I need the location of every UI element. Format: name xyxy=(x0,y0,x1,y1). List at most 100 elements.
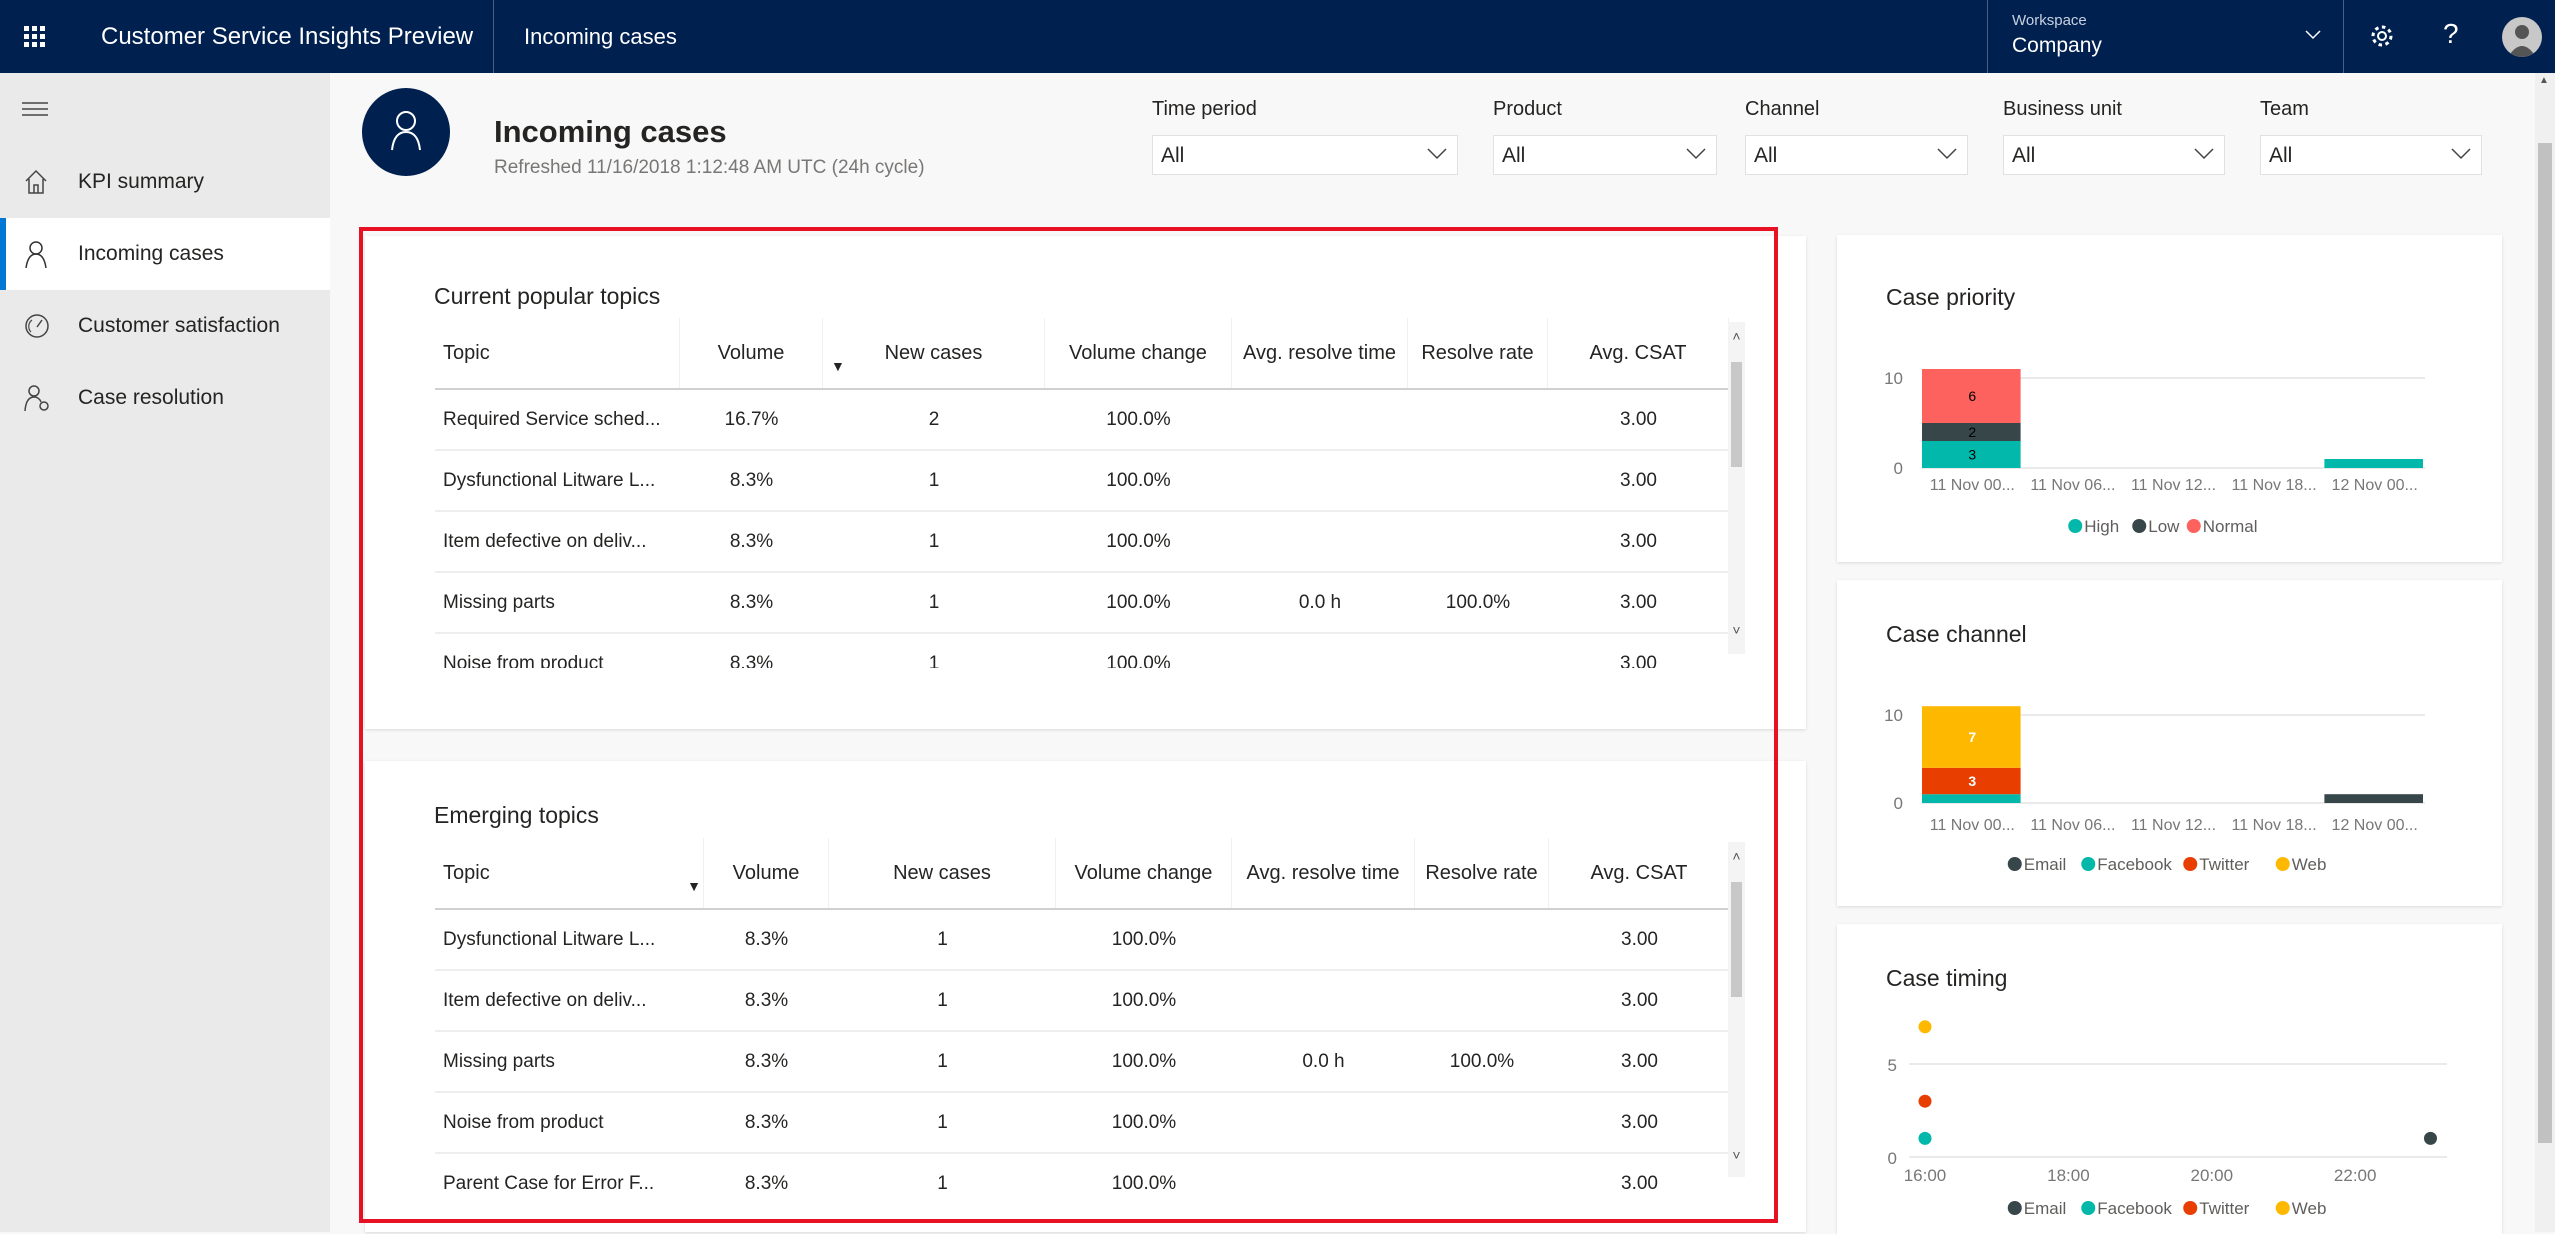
column-header[interactable]: Avg. CSAT xyxy=(1549,838,1729,908)
person-check-icon xyxy=(24,385,49,412)
y-tick-label: 0 xyxy=(1894,459,1903,478)
table-cell: 0.0 h xyxy=(1298,591,1342,613)
bar-email[interactable] xyxy=(2324,794,2423,803)
table-row[interactable]: Item defective on deliv... 8.3% 1 100.0% 3.0… xyxy=(435,512,1729,573)
column-header[interactable]: New cases xyxy=(829,838,1056,908)
point-facebook[interactable] xyxy=(1918,1131,1932,1145)
point-twitter[interactable] xyxy=(1918,1094,1932,1108)
column-header[interactable]: Avg. resolve time xyxy=(1232,838,1415,908)
filter-value: All xyxy=(1754,144,1778,167)
table-cell: 3.00 xyxy=(1621,1111,1658,1133)
sidebar-item-customer-satisfaction[interactable]: Customer satisfaction xyxy=(0,290,330,362)
hamburger-menu-icon[interactable] xyxy=(22,101,48,117)
column-header[interactable]: New cases ▼ xyxy=(823,318,1045,388)
scroll-down-icon[interactable]: ˅ xyxy=(1732,622,1741,638)
table-cell: 8.3% xyxy=(729,530,774,552)
scrollbar-thumb[interactable] xyxy=(1731,882,1742,997)
scroll-up-icon[interactable]: ˄ xyxy=(1732,848,1741,864)
table-row[interactable]: Missing parts 8.3% 1 100.0% 0.0 h 100.0% 3.00 xyxy=(435,573,1729,634)
filter-value: All xyxy=(1502,144,1526,167)
point-web[interactable] xyxy=(1918,1020,1932,1034)
sidebar-item-kpi-summary[interactable]: KPI summary xyxy=(0,146,330,218)
table-row[interactable]: Parent Case for Error F... 8.3% 1 100.0% 3.0… xyxy=(435,1154,1729,1191)
table-row[interactable]: Item defective on deliv... 8.3% 1 100.0% 3.0… xyxy=(435,971,1729,1032)
table-row[interactable]: Noise from product 8.3% 1 100.0% 3.00 xyxy=(435,1093,1729,1154)
table-row[interactable]: Required Service sched... 16.7% 2 100.0% 3.0… xyxy=(435,390,1729,451)
filter-dropdown[interactable]: All xyxy=(1152,135,1458,175)
filter-dropdown[interactable]: All xyxy=(1493,135,1717,175)
x-tick-label: 11 Nov 06... xyxy=(2030,817,2115,834)
legend-label: Facebook xyxy=(2097,855,2172,874)
bar-twitter[interactable] xyxy=(1922,767,2021,795)
scrollbar-thumb[interactable] xyxy=(1731,362,1742,467)
scroll-down-icon[interactable]: ˅ xyxy=(1732,1147,1741,1163)
app-launcher-icon[interactable] xyxy=(24,26,46,48)
page-scrollbar[interactable]: ▲ xyxy=(2535,73,2555,1232)
column-header[interactable]: Topic xyxy=(435,318,680,388)
bar-high[interactable] xyxy=(2324,459,2423,468)
bar-low[interactable] xyxy=(1922,423,2021,441)
card-title: Current popular topics xyxy=(434,283,661,309)
legend-label: Email xyxy=(2024,855,2067,874)
column-header[interactable]: Topic ▼ xyxy=(435,838,704,908)
sidebar-item-incoming-cases[interactable]: Incoming cases xyxy=(0,218,330,290)
column-header[interactable]: Volume xyxy=(704,838,829,908)
divider xyxy=(2343,0,2344,73)
filter-dropdown[interactable]: All xyxy=(2260,135,2482,175)
legend-marker xyxy=(2183,857,2198,871)
emerging-topics-table: Topic ▼ Volume New cases Volume change Avg. r… xyxy=(435,838,1729,1190)
case-priority-card: Case priority 0 10 3 2 6 11 Nov 00... 11 Nov 0… xyxy=(1837,235,2502,562)
data-label: 3 xyxy=(1968,773,1976,789)
sidebar-item-label: KPI summary xyxy=(78,170,205,193)
case-channel-card: Case channel 0 10 3 7 11 Nov 00... 11 Nov 06.… xyxy=(1837,580,2502,906)
table-cell: Noise from product xyxy=(443,1111,604,1133)
filter-label: Channel xyxy=(1745,98,1820,120)
table-cell: 1 xyxy=(937,989,948,1011)
table-cell: 3.00 xyxy=(1620,591,1657,613)
help-icon[interactable]: ? xyxy=(2443,18,2459,49)
table-cell: 8.3% xyxy=(729,469,774,491)
column-header[interactable]: Volume xyxy=(680,318,823,388)
bar-normal[interactable] xyxy=(1922,369,2021,423)
table-cell: 100.0% xyxy=(1106,652,1171,669)
bar-facebook[interactable] xyxy=(1922,794,2021,803)
chevron-down-icon xyxy=(1427,148,1447,160)
sort-descending-icon: ▼ xyxy=(687,878,701,894)
table-row[interactable]: Dysfunctional Litware L... 8.3% 1 100.0% 3.0… xyxy=(435,451,1729,512)
scrollbar-thumb[interactable] xyxy=(2538,143,2552,1143)
workspace-label: Workspace xyxy=(2012,12,2087,29)
filter-dropdown[interactable]: All xyxy=(2003,135,2225,175)
column-header[interactable]: Volume change xyxy=(1045,318,1232,388)
gear-icon[interactable] xyxy=(2369,23,2395,49)
table-row[interactable]: Missing parts 8.3% 1 100.0% 0.0 h 100.0% 3.00 xyxy=(435,1032,1729,1093)
table-row[interactable]: Noise from product 8.3% 1 100.0% 3.00 xyxy=(435,634,1729,669)
sidebar-item-case-resolution[interactable]: Case resolution xyxy=(0,362,330,434)
legend-marker xyxy=(2183,1201,2198,1215)
point-email[interactable] xyxy=(2423,1131,2437,1145)
workspace-selector[interactable]: Workspace Company xyxy=(1988,0,2343,73)
x-tick-label: 11 Nov 12... xyxy=(2131,817,2216,834)
filter-label: Business unit xyxy=(2003,98,2122,120)
scroll-up-icon[interactable]: ▲ xyxy=(2539,75,2549,86)
bar-high[interactable] xyxy=(1922,441,2021,468)
scroll-up-icon[interactable]: ˄ xyxy=(1732,328,1741,344)
x-tick-label: 18:00 xyxy=(2047,1166,2090,1185)
avatar[interactable] xyxy=(2502,17,2542,57)
column-header[interactable]: Avg. resolve time xyxy=(1232,318,1408,388)
top-bar: Customer Service Insights Preview Incomi… xyxy=(0,0,2555,73)
filter-value: All xyxy=(1161,144,1185,167)
table-cell: Missing parts xyxy=(443,1050,555,1072)
column-header[interactable]: Resolve rate xyxy=(1408,318,1548,388)
case-channel-chart: 0 10 3 7 11 Nov 00... 11 Nov 06... 11 Nov 12..… xyxy=(1884,706,2425,874)
column-header-label: New cases xyxy=(884,341,983,364)
page-icon-badge xyxy=(362,88,450,176)
data-label: 2 xyxy=(1968,424,1976,440)
bar-web[interactable] xyxy=(1922,706,2021,768)
table-scrollbar[interactable]: ˄ ˅ xyxy=(1728,322,1745,654)
column-header[interactable]: Resolve rate xyxy=(1415,838,1549,908)
table-row[interactable]: Dysfunctional Litware L... 8.3% 1 100.0% 3.0… xyxy=(435,910,1729,971)
app-title[interactable]: Customer Service Insights Preview xyxy=(101,23,474,50)
filter-dropdown[interactable]: All xyxy=(1745,135,1968,175)
column-header[interactable]: Volume change xyxy=(1056,838,1232,908)
table-scrollbar[interactable]: ˄ ˅ xyxy=(1728,842,1745,1177)
